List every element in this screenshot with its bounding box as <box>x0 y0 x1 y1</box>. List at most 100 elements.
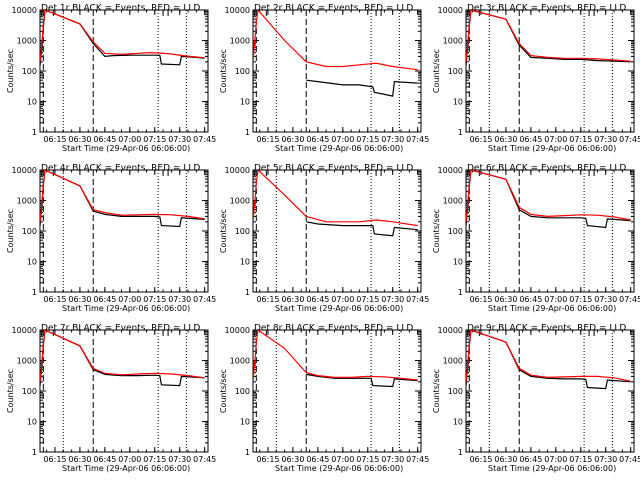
x-tick-label: 07:15 <box>569 135 592 144</box>
x-tick-label: 07:30 <box>168 135 191 144</box>
x-tick-label: 07:45 <box>406 295 429 304</box>
panel-title: Det 2r BLACK = Events, RED = LLD <box>254 4 413 14</box>
y-tick-label: 10 <box>453 98 463 107</box>
series-line-lld <box>40 330 205 382</box>
top-bracket-mark <box>41 169 54 176</box>
y-tick-label: 10000 <box>225 166 250 175</box>
y-axis-label: Counts/sec <box>432 49 441 93</box>
top-bracket-mark <box>588 329 595 336</box>
x-tick-label: 06:45 <box>306 295 329 304</box>
x-tick-label: 06:15 <box>469 135 492 144</box>
y-axis-label: Counts/sec <box>219 49 228 93</box>
x-axis-label: Start Time (29-Apr-06 06:06:00) <box>488 304 616 313</box>
chart-panel: 1 10 100 1000 10000 06:15 06:30 06:45 07:00 07:15… <box>6 164 216 314</box>
series-line-lld <box>253 10 418 71</box>
x-axis-label: Start Time (29-Apr-06 06:06:00) <box>275 464 403 473</box>
top-bracket-mark <box>467 9 480 16</box>
y-tick-label: 10 <box>453 418 463 427</box>
top-bracket-mark <box>467 169 480 176</box>
y-tick-label: 1 <box>245 128 250 137</box>
x-axis-label: Start Time (29-Apr-06 06:06:00) <box>275 144 403 153</box>
y-axis-label: Counts/sec <box>6 49 15 93</box>
series-line-lld <box>40 170 205 222</box>
x-tick-label: 07:00 <box>331 295 354 304</box>
x-tick-label: 07:30 <box>381 455 404 464</box>
x-axis-label: Start Time (29-Apr-06 06:06:00) <box>275 304 403 313</box>
y-axis-label: Counts/sec <box>432 369 441 413</box>
y-tick-label: 1000 <box>17 37 37 46</box>
series-line-lld <box>466 10 631 62</box>
x-tick-label: 06:15 <box>469 455 492 464</box>
chart-panel: 1 10 100 1000 10000 06:15 06:30 06:45 07:00 07:15… <box>6 324 216 474</box>
y-tick-label: 10 <box>240 418 250 427</box>
y-tick-label: 1 <box>245 288 250 297</box>
panel-title: Det 9r BLACK = Events, RED = LLD <box>467 324 626 334</box>
panel-title: Det 6r BLACK = Events, RED = LLD <box>467 164 626 174</box>
top-bracket-mark <box>162 9 169 16</box>
chart-panel: 1 10 100 1000 10000 06:15 06:30 06:45 07:00 07:15… <box>432 164 640 314</box>
x-tick-label: 07:30 <box>594 295 617 304</box>
top-bracket-mark <box>162 329 169 336</box>
y-tick-label: 1000 <box>443 37 463 46</box>
x-tick-label: 07:30 <box>381 135 404 144</box>
x-tick-label: 06:45 <box>93 295 116 304</box>
x-tick-label: 06:45 <box>306 135 329 144</box>
x-tick-label: 07:00 <box>331 135 354 144</box>
y-tick-label: 10000 <box>12 6 37 15</box>
x-tick-label: 07:15 <box>356 455 379 464</box>
y-tick-label: 10000 <box>225 6 250 15</box>
y-tick-label: 10 <box>453 258 463 267</box>
x-axis-label: Start Time (29-Apr-06 06:06:00) <box>488 144 616 153</box>
x-axis-label: Start Time (29-Apr-06 06:06:00) <box>488 464 616 473</box>
top-bracket-mark <box>254 169 267 176</box>
x-tick-label: 07:00 <box>118 295 141 304</box>
x-tick-label: 07:45 <box>406 135 429 144</box>
y-tick-label: 10000 <box>225 326 250 335</box>
x-tick-label: 07:30 <box>168 295 191 304</box>
chart-panel: 1 10 100 1000 10000 06:15 06:30 06:45 07:00 07:15… <box>219 324 429 474</box>
y-tick-label: 1000 <box>443 197 463 206</box>
series-line-lld <box>466 330 631 382</box>
x-tick-label: 07:15 <box>143 135 166 144</box>
x-tick-label: 07:00 <box>544 135 567 144</box>
x-tick-label: 07:00 <box>544 455 567 464</box>
y-axis-label: Counts/sec <box>432 209 441 253</box>
x-tick-label: 07:00 <box>118 135 141 144</box>
series-line-lld <box>40 10 205 62</box>
x-tick-label: 07:15 <box>143 455 166 464</box>
y-tick-label: 10000 <box>438 6 463 15</box>
x-tick-label: 07:15 <box>356 135 379 144</box>
x-tick-label: 06:30 <box>68 455 91 464</box>
panel-title: Det 1r BLACK = Events, RED = LLD <box>41 4 200 14</box>
y-tick-label: 1000 <box>230 37 250 46</box>
panel-title: Det 7r BLACK = Events, RED = LLD <box>41 324 200 334</box>
y-axis-label: Counts/sec <box>6 209 15 253</box>
y-tick-label: 10 <box>240 98 250 107</box>
x-tick-label: 07:30 <box>594 455 617 464</box>
x-tick-label: 06:45 <box>93 455 116 464</box>
y-tick-label: 1 <box>32 128 37 137</box>
x-axis-label: Start Time (29-Apr-06 06:06:00) <box>62 304 190 313</box>
y-tick-label: 10 <box>240 258 250 267</box>
y-tick-label: 1 <box>245 448 250 457</box>
y-tick-label: 1000 <box>230 357 250 366</box>
y-axis-label: Counts/sec <box>6 369 15 413</box>
y-tick-label: 10000 <box>438 166 463 175</box>
series-line-events <box>306 373 418 388</box>
top-bracket-mark <box>254 9 267 16</box>
x-tick-label: 07:45 <box>619 295 640 304</box>
x-tick-label: 07:45 <box>619 135 640 144</box>
x-tick-label: 06:30 <box>281 455 304 464</box>
x-tick-label: 07:15 <box>569 295 592 304</box>
top-bracket-mark <box>588 9 595 16</box>
y-tick-label: 1 <box>32 448 37 457</box>
y-tick-label: 1 <box>458 128 463 137</box>
x-tick-label: 07:45 <box>193 295 216 304</box>
x-axis-label: Start Time (29-Apr-06 06:06:00) <box>62 464 190 473</box>
y-tick-label: 10000 <box>12 326 37 335</box>
x-tick-label: 07:15 <box>143 295 166 304</box>
chart-panel: 1 10 100 1000 10000 06:15 06:30 06:45 07:00 07:15… <box>219 164 429 314</box>
y-tick-label: 1000 <box>17 357 37 366</box>
